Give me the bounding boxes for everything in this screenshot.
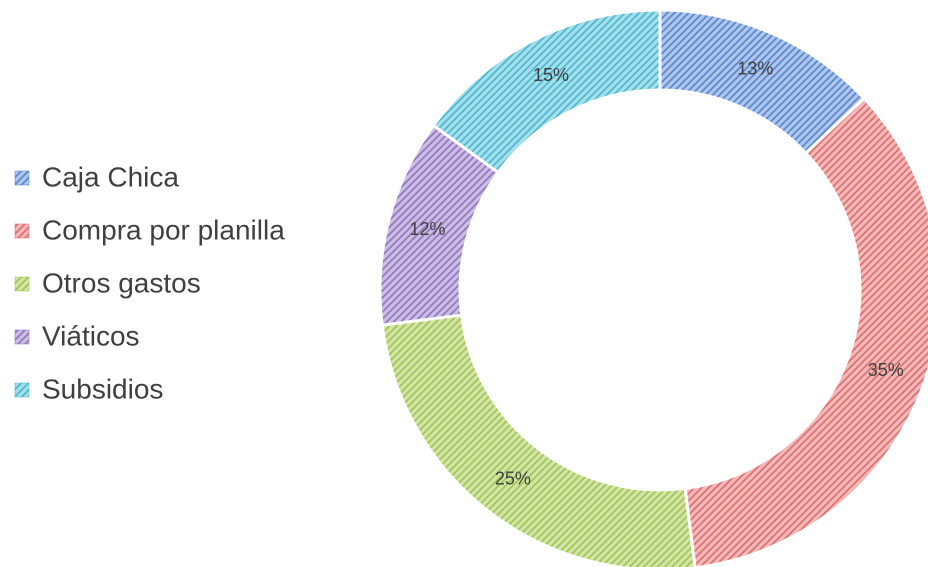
data-label: 25% <box>495 468 531 488</box>
legend-label: Caja Chica <box>42 161 179 192</box>
data-label: 13% <box>737 58 773 78</box>
legend-label: Otros gastos <box>42 267 201 298</box>
legend-label: Viáticos <box>42 320 140 351</box>
data-label: 12% <box>410 219 446 239</box>
legend-swatch <box>14 170 30 186</box>
legend-swatch <box>14 382 30 398</box>
legend-swatch <box>14 223 30 239</box>
data-label: 15% <box>533 65 569 85</box>
legend-swatch <box>14 329 30 345</box>
data-label: 35% <box>868 360 904 380</box>
legend-label: Compra por planilla <box>42 214 285 245</box>
legend-label: Subsidios <box>42 373 163 404</box>
donut-segment <box>380 313 697 567</box>
donut-segment <box>683 96 928 567</box>
legend-swatch <box>14 276 30 292</box>
donut-segment <box>431 8 662 175</box>
